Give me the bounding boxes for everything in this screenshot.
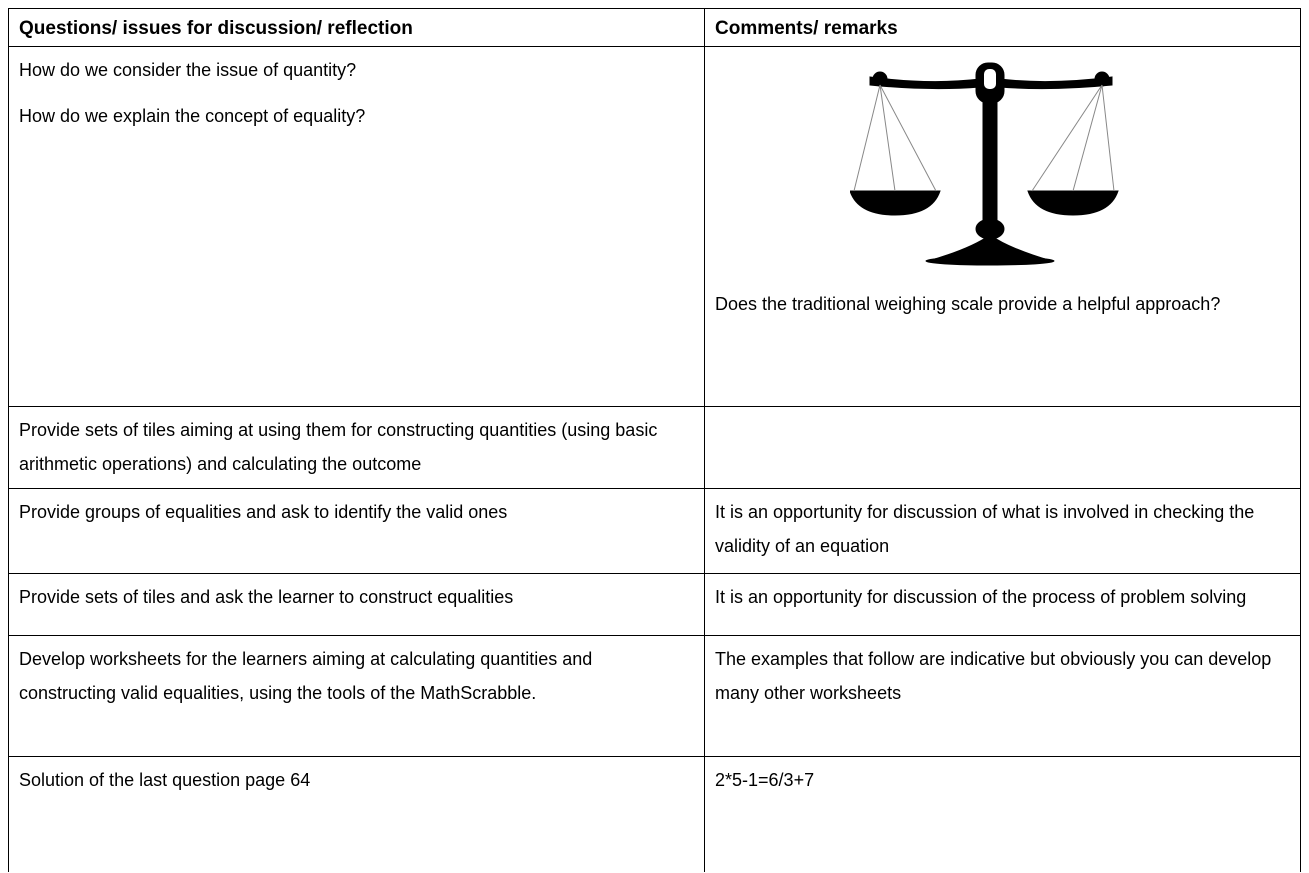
cell-text: Provide sets of tiles and ask the learne… bbox=[19, 587, 514, 607]
cell: 2*5-1=6/3+7 bbox=[704, 756, 1301, 872]
row: Solution of the last question page 64 2*… bbox=[8, 756, 1301, 872]
discussion-table: Questions/ issues for discussion/ reflec… bbox=[8, 8, 1301, 872]
cell: The examples that follow are indicative … bbox=[704, 635, 1301, 757]
row: How do we consider the issue of quantity… bbox=[8, 46, 1301, 407]
row: Provide sets of tiles aiming at using th… bbox=[8, 406, 1301, 489]
cell-text: It is an opportunity for discussion of t… bbox=[715, 587, 1247, 607]
cell-text: It is an opportunity for discussion of w… bbox=[715, 502, 1255, 556]
cell: Does the traditional weighing scale prov… bbox=[704, 46, 1301, 407]
cell-text: Provide sets of tiles aiming at using th… bbox=[19, 420, 658, 474]
header-cell: Comments/ remarks bbox=[704, 8, 1301, 47]
cell: It is an opportunity for discussion of w… bbox=[704, 488, 1301, 574]
cell-text: Provide groups of equalities and ask to … bbox=[19, 502, 508, 522]
cell-text: How do we consider the issue of quantity… bbox=[19, 60, 357, 80]
cell-text: How do we explain the concept of equalit… bbox=[19, 106, 366, 126]
cell-text: The examples that follow are indicative … bbox=[715, 649, 1272, 703]
cell-text: Develop worksheets for the learners aimi… bbox=[19, 649, 593, 703]
header-cell: Questions/ issues for discussion/ reflec… bbox=[8, 8, 705, 47]
weighing-scale-image bbox=[850, 62, 1119, 266]
cell-text: Solution of the last question page 64 bbox=[19, 770, 311, 790]
cell-text: 2*5-1=6/3+7 bbox=[715, 770, 815, 790]
cell: Provide groups of equalities and ask to … bbox=[8, 488, 705, 574]
cell: How do we consider the issue of quantity… bbox=[8, 46, 705, 407]
row: Develop worksheets for the learners aimi… bbox=[8, 635, 1301, 757]
cell: Solution of the last question page 64 bbox=[8, 756, 705, 872]
cell: It is an opportunity for discussion of t… bbox=[704, 573, 1301, 636]
cell: Develop worksheets for the learners aimi… bbox=[8, 635, 705, 757]
cell: Provide sets of tiles and ask the learne… bbox=[8, 573, 705, 636]
cell-text: Does the traditional weighing scale prov… bbox=[715, 294, 1221, 314]
header-row: Questions/ issues for discussion/ reflec… bbox=[8, 8, 1301, 47]
row: Provide sets of tiles and ask the learne… bbox=[8, 573, 1301, 636]
row: Provide groups of equalities and ask to … bbox=[8, 488, 1301, 574]
cell bbox=[704, 406, 1301, 489]
cell: Provide sets of tiles aiming at using th… bbox=[8, 406, 705, 489]
